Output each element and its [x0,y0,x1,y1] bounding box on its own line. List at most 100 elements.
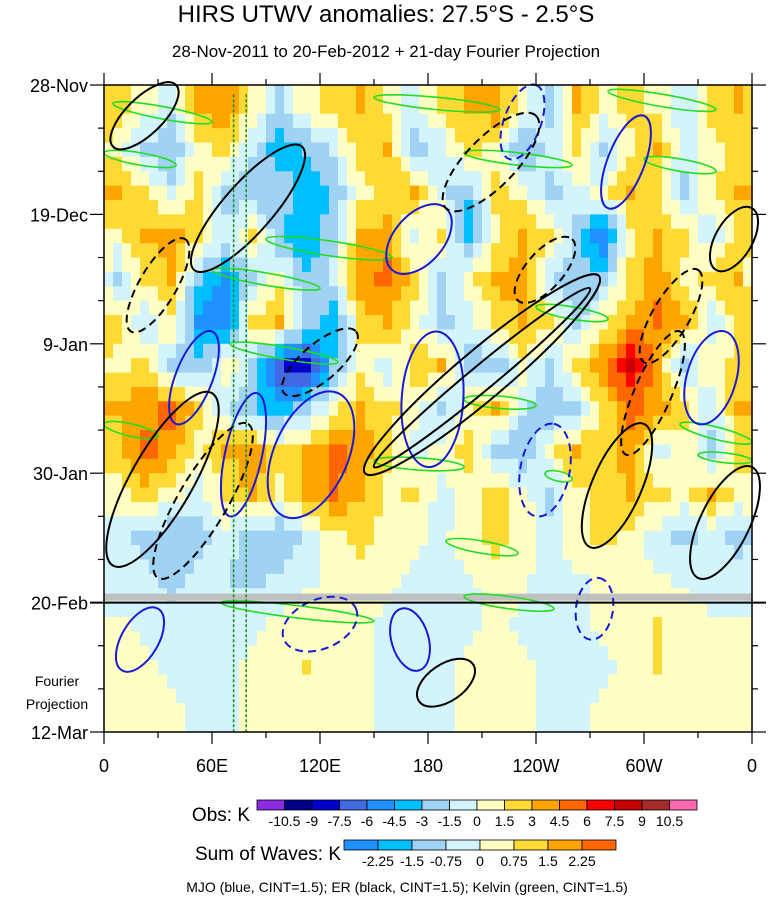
colorbar-tick-label: 3 [528,813,536,829]
field-cell [302,401,312,417]
field-cell [608,501,618,517]
field-cell [536,631,546,647]
field-cell [311,113,321,129]
field-cell [104,559,114,575]
field-cell [329,530,339,546]
field-cell [194,372,204,388]
field-cell [626,602,636,618]
field-cell [221,315,231,331]
field-cell [689,142,699,158]
field-cell [221,401,231,417]
field-cell [221,85,231,100]
field-cell [635,286,645,302]
field-cell [302,717,312,733]
field-cell [320,516,330,532]
field-cell [266,473,276,489]
field-cell [608,214,618,230]
field-cell [104,717,114,733]
field-cell [428,631,438,647]
field-cell [140,444,150,460]
field-cell [167,343,177,359]
colorbar-tick-label: 1.5 [495,813,515,829]
field-cell [473,214,483,230]
colorbar-swatch [284,799,313,811]
field-cell [302,171,312,187]
field-cell [419,200,429,215]
field-cell [338,156,348,172]
field-cell [104,358,114,374]
field-cell [347,430,357,446]
field-cell [284,501,294,517]
field-cell [599,415,609,431]
field-cell [347,85,357,100]
field-cell [320,214,330,230]
field-cell [734,142,744,158]
field-cell [653,430,663,446]
field-cell [410,113,420,129]
field-cell [482,286,492,302]
field-cell [131,545,141,561]
field-cell [455,430,465,446]
field-cell [275,688,285,704]
field-cell [302,430,312,446]
field-cell [500,616,510,632]
field-cell [320,688,330,704]
field-cell [707,602,717,618]
field-cell [554,300,564,316]
field-cell [212,214,222,230]
field-cell [329,372,339,388]
field-cell [608,243,618,259]
field-cell [482,386,492,402]
field-cell [239,530,249,546]
field-cell [113,703,123,719]
field-cell [176,185,186,201]
y-tick-label: 9-Jan [43,335,88,355]
field-cell [500,200,510,215]
field-cell [635,688,645,704]
field-cell [527,660,537,676]
field-cell [572,372,582,388]
field-cell [293,645,303,661]
field-cell [248,660,258,676]
field-cell [473,559,483,575]
field-cell [725,545,735,561]
field-cell [554,501,564,517]
field-cell [653,286,663,302]
field-cell [149,171,159,187]
field-cell [536,329,546,345]
field-cell [392,343,402,359]
field-cell [680,99,690,115]
field-cell [572,329,582,345]
field-cell [455,717,465,733]
field-cell [608,703,618,719]
field-cell [725,286,735,302]
field-cell [104,85,114,100]
field-cell [158,559,168,575]
field-cell [212,271,222,287]
x-tick-label: 180 [413,756,443,776]
field-cell [527,142,537,158]
field-cell [329,559,339,575]
field-cell [410,473,420,489]
field-cell [401,358,411,374]
field-cell [365,386,375,402]
field-cell [617,717,627,733]
field-cell [491,602,501,618]
field-cell [608,545,618,561]
field-cell [509,703,519,719]
field-cell [725,674,735,690]
field-cell [113,430,123,446]
field-cell [626,85,636,100]
field-cell [311,85,321,100]
field-cell [311,243,321,259]
field-cell [509,559,519,575]
field-cell [563,113,573,129]
field-cell [743,329,753,345]
field-cell [401,631,411,647]
field-cell [257,645,267,661]
field-cell [383,171,393,187]
field-cell [167,142,177,158]
field-cell [536,386,546,402]
field-cell [716,243,726,259]
field-cell [743,128,753,144]
